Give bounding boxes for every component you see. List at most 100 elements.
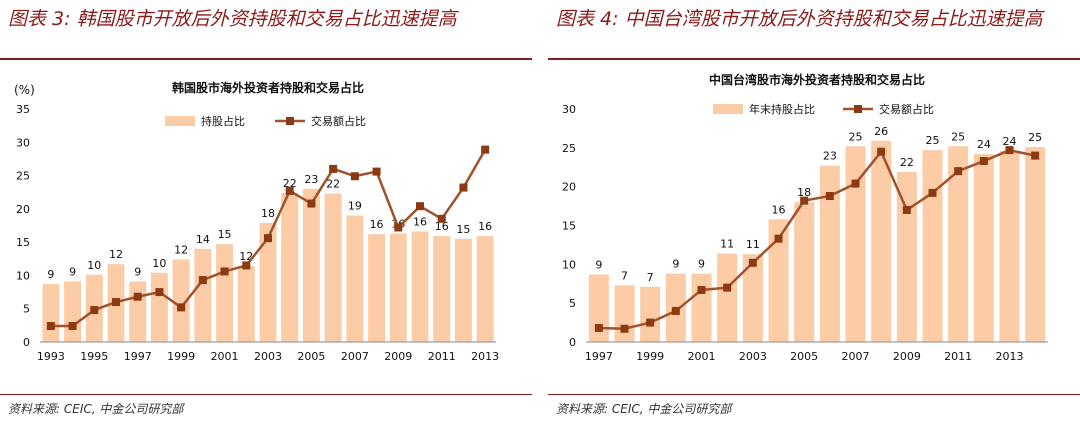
bar-data-label: 15 — [218, 228, 232, 241]
bar-data-label: 23 — [304, 173, 318, 186]
bar — [476, 236, 494, 342]
line-marker — [697, 285, 706, 294]
chart-title: 韩国股市海外投资者持股和交易占比 — [172, 80, 364, 95]
x-tick-label: 1999 — [167, 350, 195, 363]
line-marker — [198, 276, 207, 285]
bar-data-label: 11 — [746, 238, 760, 251]
bar — [768, 219, 789, 342]
chart-taiwan: 中国台湾股市海外投资者持股和交易占比 0 5 10 15 20 25 30 9 7 7 9 9 11 11 1… — [562, 72, 1048, 363]
y-tick-label: 15 — [562, 220, 576, 233]
bar — [150, 272, 168, 342]
bar — [717, 253, 738, 342]
legend-marker — [286, 117, 294, 125]
x-tick-label: 2011 — [944, 350, 972, 363]
line-marker — [671, 306, 680, 315]
line-marker — [979, 157, 988, 166]
x-tick-label: 2007 — [842, 350, 870, 363]
line-marker — [112, 298, 120, 307]
line-marker — [285, 186, 294, 195]
bar — [324, 193, 342, 342]
bar-data-label: 24 — [1003, 135, 1017, 148]
bar-data-label: 12 — [109, 248, 123, 261]
x-tick-label: 2001 — [211, 350, 239, 363]
bar — [454, 238, 472, 342]
x-tick-label: 1995 — [80, 350, 108, 363]
bar — [588, 274, 609, 342]
legend-label-line: 交易额占比 — [311, 114, 366, 128]
x-tick-label: 2003 — [254, 350, 282, 363]
y-tick-label: 25 — [16, 170, 30, 183]
source-rule — [0, 394, 532, 395]
line-marker — [902, 205, 911, 214]
y-tick-label: 0 — [569, 336, 576, 349]
line-marker — [90, 306, 99, 315]
chart-korea: 韩国股市海外投资者持股和交易占比 (%) 0 5 10 15 20 25 30 35 9 9 10 12 9… — [14, 80, 499, 363]
bar-data-label: 9 — [69, 265, 76, 278]
bar-data-label: 25 — [926, 134, 940, 147]
source-note: 资料来源: CEIC, 中金公司研究部 — [8, 402, 184, 416]
line-marker — [416, 202, 424, 211]
line-marker — [851, 179, 860, 188]
bar-data-label: 24 — [977, 138, 991, 151]
legend-marker — [854, 105, 862, 113]
bar — [281, 192, 299, 342]
line-series — [598, 148, 1036, 331]
bar — [742, 254, 763, 342]
line-marker — [264, 234, 272, 243]
bar-data-label: 10 — [152, 257, 166, 270]
bar-data-label: 14 — [196, 233, 210, 246]
y-tick-label: 0 — [23, 336, 30, 349]
chart-title: 中国台湾股市海外投资者持股和交易占比 — [709, 72, 925, 87]
line-marker — [394, 223, 403, 232]
line-marker — [46, 322, 55, 331]
line-marker — [800, 196, 809, 205]
y-tick-label: 35 — [16, 103, 30, 116]
bar — [922, 150, 943, 342]
bar-data-label: 25 — [849, 130, 863, 143]
bar — [346, 215, 364, 342]
bar — [237, 266, 255, 342]
figure-panel-taiwan: 图表 4: 中国台湾股市开放后外资持股和交易占比迅速提高 中国台湾股市海外投资者… — [548, 0, 1080, 428]
line-marker — [954, 167, 963, 176]
figure-title: 图表 3: 韩国股市开放后外资持股和交易占比迅速提高 — [8, 8, 457, 30]
bar-data-label: 22 — [326, 178, 340, 191]
line-marker — [329, 164, 338, 173]
y-tick-label: 20 — [16, 203, 30, 216]
y-tick-label: 15 — [16, 236, 30, 249]
line-marker — [459, 183, 468, 192]
bar-data-label: 19 — [348, 200, 362, 213]
line-marker — [748, 258, 757, 267]
bar-data-label: 7 — [621, 269, 628, 282]
legend-label-line: 交易额占比 — [879, 102, 934, 116]
bar-data-label: 26 — [874, 125, 888, 138]
bar — [973, 154, 994, 342]
bar — [216, 244, 234, 342]
bar — [999, 150, 1020, 342]
line-marker — [372, 167, 381, 176]
bar — [1025, 147, 1046, 342]
bar — [129, 281, 147, 342]
title-rule — [0, 58, 532, 60]
line-marker — [825, 191, 834, 200]
bar — [614, 285, 635, 342]
line-marker — [646, 318, 655, 327]
source-note: 资料来源: CEIC, 中金公司研究部 — [556, 402, 732, 416]
bar-data-label: 23 — [823, 150, 837, 163]
bar — [845, 146, 866, 342]
bar-data-label: 16 — [370, 218, 384, 231]
bar-data-label: 10 — [87, 259, 101, 272]
bar-data-label: 18 — [261, 207, 275, 220]
bar — [948, 146, 969, 342]
bar-data-label: 16 — [413, 215, 427, 228]
bar — [819, 165, 840, 342]
bar — [42, 284, 60, 342]
y-tick-label: 30 — [16, 136, 30, 149]
line-marker — [774, 234, 783, 243]
bar — [389, 233, 407, 342]
y-tick-label: 5 — [569, 297, 576, 310]
line-marker — [133, 292, 142, 301]
x-tick-label: 1997 — [124, 350, 152, 363]
bar-data-label: 16 — [772, 203, 786, 216]
line-marker — [68, 322, 77, 331]
legend-label-bar: 持股占比 — [201, 114, 245, 128]
